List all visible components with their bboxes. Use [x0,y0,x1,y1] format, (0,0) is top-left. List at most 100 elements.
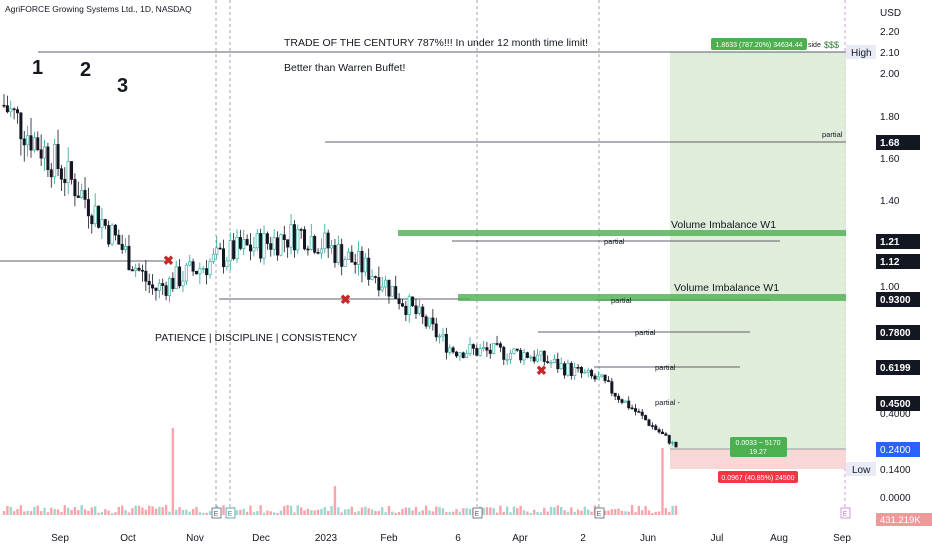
candle [411,296,415,308]
candle [316,248,320,255]
candle [113,223,117,241]
volume-bar [279,510,283,515]
candle [330,239,334,254]
event-marker-icon[interactable]: E [472,507,483,519]
candle [299,227,303,239]
volume-bar [313,510,316,515]
candlesticks [2,94,678,448]
candle [218,242,222,250]
event-marker-icon[interactable]: E [594,507,605,519]
candle [171,272,175,292]
stop-badge[interactable]: 0.0967 (40.85%) 24500 [718,471,798,483]
candle [509,349,513,364]
candle [620,398,624,405]
candle [559,357,563,370]
candle [346,248,350,261]
event-marker-icon[interactable]: E [840,507,851,519]
target-badge[interactable]: 1.8633 (787.20%) 34634.44 [711,38,807,50]
x-mark-icon: ✖ [163,253,174,268]
volume-bar [559,506,563,515]
volume-bar [489,507,492,515]
candle [59,164,63,191]
volume-bar [29,511,33,515]
candle [56,129,60,177]
volume-bar [26,510,29,515]
volume-bar [546,511,549,515]
time-axis-label: Dec [252,533,270,544]
volume-bar [634,512,637,515]
candle [549,359,553,369]
volume-bar [462,508,465,515]
candle [120,234,124,254]
candle [191,258,195,276]
volume-bar [208,511,212,515]
volume-bar [441,508,445,515]
event-marker-icon[interactable]: E [211,507,222,519]
candle [80,183,84,199]
price-level-tag: 0.6199 [876,360,920,375]
candle [124,238,128,253]
volume-bar [418,511,421,515]
volume-bar [168,511,171,515]
volume-bar [164,505,168,515]
price-level-tag: 1.12 [876,254,920,269]
volume-bar [566,511,570,515]
candle [245,234,249,247]
candle [529,355,533,362]
candle [130,266,134,272]
volume-bar [505,506,509,515]
candle [249,233,253,261]
candle [63,167,67,197]
candle [289,214,293,255]
candle [492,343,496,355]
candle [674,441,678,448]
time-axis-label: 6 [455,533,461,544]
volume-bar [259,505,262,515]
volume-bar [519,505,522,515]
side-label: side [808,42,821,49]
price-tick-label: 2.20 [880,27,900,38]
volume-imbalance-zone-2[interactable] [458,294,846,301]
volume-bar [536,511,539,515]
candle [276,231,280,261]
candle [583,368,587,374]
price-level-tag: 0.4500 [876,396,920,411]
volume-bar [289,505,293,515]
volume-bar [495,512,499,515]
candle [485,341,489,357]
volume-bar [583,506,587,515]
price-tick-label: 1.00 [880,282,900,293]
candle [441,328,445,342]
candle [475,344,479,356]
candle [633,404,637,416]
stop-zone[interactable] [670,449,846,469]
volume-bar [151,506,154,515]
candle [627,396,631,410]
volume-bar [620,510,624,515]
volume-bar [323,507,327,515]
volume-bar [185,509,188,515]
volume-bar [641,510,644,515]
volume-bar [343,509,347,515]
target-zone[interactable] [670,52,846,449]
volume-bar [394,512,397,515]
volume-bar [421,510,424,515]
price-tick-label: 1.60 [880,154,900,165]
entry-badge[interactable]: 0.0033 ~ 5170 19.27 [730,437,787,457]
volume-imbalance-zone-1[interactable] [398,230,846,236]
volume-bar [114,512,117,515]
volume-bar [93,506,97,515]
volume-bar [134,505,137,515]
volume-bar [39,511,43,515]
time-axis[interactable]: Sep Oct Nov Dec 2023 Feb 6 Apr 2 Jun Jul Aug Sep [0,526,872,550]
candle [66,147,70,195]
candle [579,366,583,379]
candle [235,229,239,263]
volume-bar [266,510,269,515]
candle [194,270,198,275]
price-axis[interactable]: USD 2.20 2.00 1.80 1.60 1.40 1.00 0.4000 0.0000… [846,0,932,526]
candle [417,298,421,316]
event-marker-icon[interactable]: E [225,507,236,519]
volume-bar [46,512,50,515]
